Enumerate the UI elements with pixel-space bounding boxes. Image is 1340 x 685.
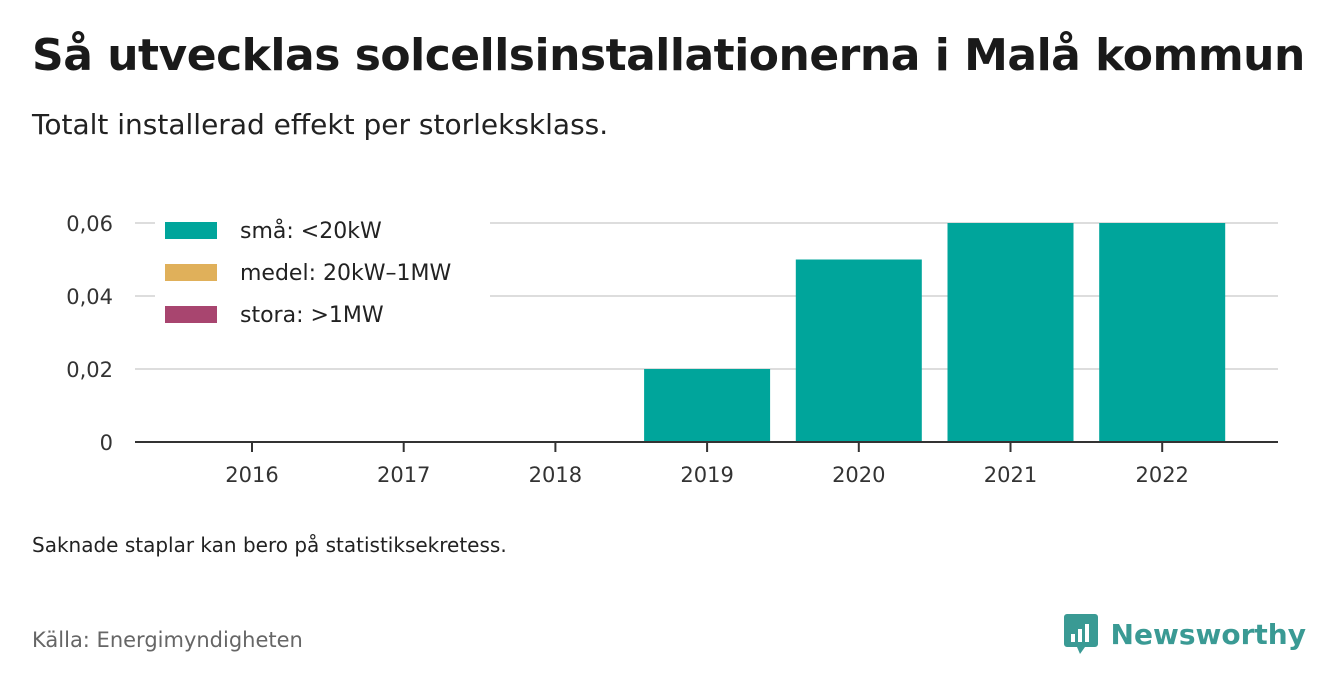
brand-logo: Newsworthy [1063, 612, 1306, 656]
x-tick-label: 2017 [377, 463, 430, 487]
y-tick-label: 0 [100, 431, 113, 455]
chart-subtitle: Totalt installerad effekt per storlekskl… [32, 108, 609, 141]
source-credit: Källa: Energimyndigheten [32, 628, 303, 652]
chart-title: Så utvecklas solcellsinstallationerna i … [32, 30, 1305, 81]
bar-2022-series-0 [1099, 223, 1226, 442]
x-tick-label: 2018 [529, 463, 582, 487]
bar-chart: 00,020,040,06 2016 2017 2018 2019 2020 2021 20… [66, 210, 1278, 487]
x-axis-ticks: 2016 2017 2018 2019 2020 2021 2022 [225, 442, 1189, 487]
y-tick-label: 0,02 [66, 358, 113, 382]
y-axis-ticks: 0 0,02 0,04 0,06 [66, 212, 113, 455]
bars [644, 223, 1226, 442]
x-tick-label: 2016 [225, 463, 278, 487]
bar-2021-series-0 [947, 223, 1074, 442]
legend: små: <20kW medel: 20kW–1MW stora: >1MW [155, 210, 490, 338]
y-tick-label: 0,04 [66, 285, 113, 309]
legend-label: små: <20kW [240, 218, 382, 244]
legend-swatch [165, 264, 217, 281]
legend-swatch [165, 222, 217, 239]
x-tick-label: 2019 [680, 463, 733, 487]
x-tick-label: 2021 [984, 463, 1037, 487]
footnote: Saknade staplar kan bero på statistiksek… [32, 533, 507, 557]
x-tick-label: 2022 [1135, 463, 1188, 487]
legend-swatch [165, 306, 217, 323]
x-tick-label: 2020 [832, 463, 885, 487]
bar-2020-series-0 [795, 259, 922, 442]
legend-label: medel: 20kW–1MW [240, 261, 451, 286]
legend-label: stora: >1MW [240, 303, 384, 328]
brand-name: Newsworthy [1110, 617, 1306, 651]
y-tick-label: 0,06 [66, 212, 113, 236]
bar-2019-series-0 [644, 369, 771, 442]
bar-chart-bubble-icon [1063, 614, 1098, 654]
